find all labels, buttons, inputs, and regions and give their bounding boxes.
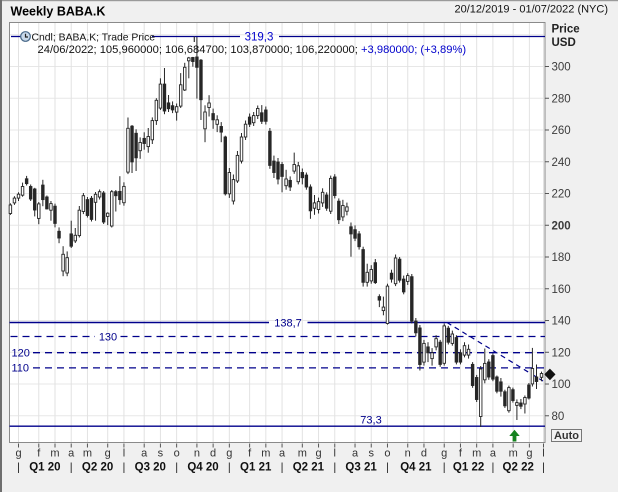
svg-text:f: f bbox=[248, 448, 252, 460]
svg-text:a: a bbox=[352, 448, 359, 460]
svg-text:USD: USD bbox=[552, 37, 576, 49]
svg-text:80: 80 bbox=[552, 411, 565, 423]
svg-text:m: m bbox=[50, 448, 59, 460]
svg-text:a: a bbox=[141, 448, 148, 460]
svg-text:200: 200 bbox=[552, 220, 571, 232]
svg-text:s: s bbox=[158, 448, 164, 460]
svg-text:160: 160 bbox=[552, 284, 571, 296]
svg-text:n: n bbox=[194, 448, 200, 460]
svg-text:24/06/2022; 105,960000; 106,68: 24/06/2022; 105,960000; 106,684700; 103,… bbox=[38, 44, 467, 56]
svg-text:g: g bbox=[526, 448, 532, 460]
svg-text:l: l bbox=[123, 448, 125, 460]
svg-text:g: g bbox=[105, 448, 111, 460]
svg-text:m: m bbox=[298, 448, 307, 460]
svg-text:Q4 21: Q4 21 bbox=[400, 462, 432, 474]
svg-text:f: f bbox=[459, 448, 463, 460]
svg-text:Q3 21: Q3 21 bbox=[345, 462, 377, 474]
svg-text:130: 130 bbox=[99, 331, 117, 343]
svg-text:Q2 21: Q2 21 bbox=[293, 462, 325, 474]
svg-text:g: g bbox=[315, 448, 321, 460]
svg-text:Q1 20: Q1 20 bbox=[29, 462, 60, 474]
svg-text:|: | bbox=[333, 462, 336, 474]
svg-text:|: | bbox=[491, 462, 494, 474]
svg-text:|: | bbox=[443, 462, 446, 474]
svg-text:a: a bbox=[279, 448, 286, 460]
svg-text:73,3: 73,3 bbox=[360, 415, 381, 427]
svg-text:m: m bbox=[261, 448, 270, 460]
svg-text:d: d bbox=[210, 448, 216, 460]
svg-text:|: | bbox=[281, 462, 284, 474]
svg-text:300: 300 bbox=[552, 62, 571, 74]
svg-text:|: | bbox=[542, 462, 545, 474]
svg-text:|: | bbox=[228, 462, 231, 474]
svg-text:20/12/2019 - 01/07/2022 (NYC): 20/12/2019 - 01/07/2022 (NYC) bbox=[455, 4, 609, 16]
svg-text:180: 180 bbox=[552, 252, 571, 264]
svg-text:n: n bbox=[405, 448, 411, 460]
svg-text:220: 220 bbox=[552, 189, 571, 201]
svg-text:Q2 22: Q2 22 bbox=[503, 462, 534, 474]
svg-text:120: 120 bbox=[552, 347, 571, 359]
svg-text:110: 110 bbox=[12, 363, 30, 375]
svg-text:Auto: Auto bbox=[554, 430, 579, 442]
svg-text:g: g bbox=[441, 448, 447, 460]
svg-text:Q4 20: Q4 20 bbox=[187, 462, 218, 474]
svg-text:a: a bbox=[490, 448, 497, 460]
svg-text:Q2 20: Q2 20 bbox=[82, 462, 113, 474]
svg-text:319,3: 319,3 bbox=[245, 32, 274, 44]
svg-text:g: g bbox=[15, 448, 21, 460]
svg-text:280: 280 bbox=[552, 93, 571, 105]
svg-text:s: s bbox=[369, 448, 375, 460]
svg-text:o: o bbox=[384, 448, 390, 460]
svg-text:Cndl; BABA.K; Trade Price: Cndl; BABA.K; Trade Price bbox=[32, 33, 156, 44]
svg-text:|: | bbox=[386, 462, 389, 474]
svg-text:Q1 22: Q1 22 bbox=[453, 462, 484, 474]
svg-text:|: | bbox=[70, 462, 73, 474]
svg-text:m: m bbox=[83, 448, 92, 460]
svg-text:a: a bbox=[68, 448, 75, 460]
svg-text:240: 240 bbox=[552, 157, 571, 169]
svg-text:g: g bbox=[226, 448, 232, 460]
svg-text:|: | bbox=[175, 462, 178, 474]
svg-text:Q3 20: Q3 20 bbox=[135, 462, 166, 474]
svg-text:Price: Price bbox=[552, 24, 580, 36]
svg-text:Q1 21: Q1 21 bbox=[240, 462, 272, 474]
svg-text:120: 120 bbox=[12, 348, 30, 360]
svg-text:o: o bbox=[174, 448, 180, 460]
svg-text:l: l bbox=[542, 448, 544, 460]
svg-text:|: | bbox=[17, 462, 20, 474]
svg-text:138,7: 138,7 bbox=[274, 317, 302, 329]
svg-text:f: f bbox=[37, 448, 41, 460]
svg-text:140: 140 bbox=[552, 316, 571, 328]
svg-text:m: m bbox=[472, 448, 481, 460]
svg-text:Weekly BABA.K: Weekly BABA.K bbox=[11, 5, 106, 19]
svg-text:l: l bbox=[334, 448, 336, 460]
svg-text:m: m bbox=[509, 448, 518, 460]
svg-text:260: 260 bbox=[552, 125, 571, 137]
svg-text:d: d bbox=[421, 448, 427, 460]
svg-text:100: 100 bbox=[552, 379, 571, 391]
svg-text:|: | bbox=[123, 462, 126, 474]
